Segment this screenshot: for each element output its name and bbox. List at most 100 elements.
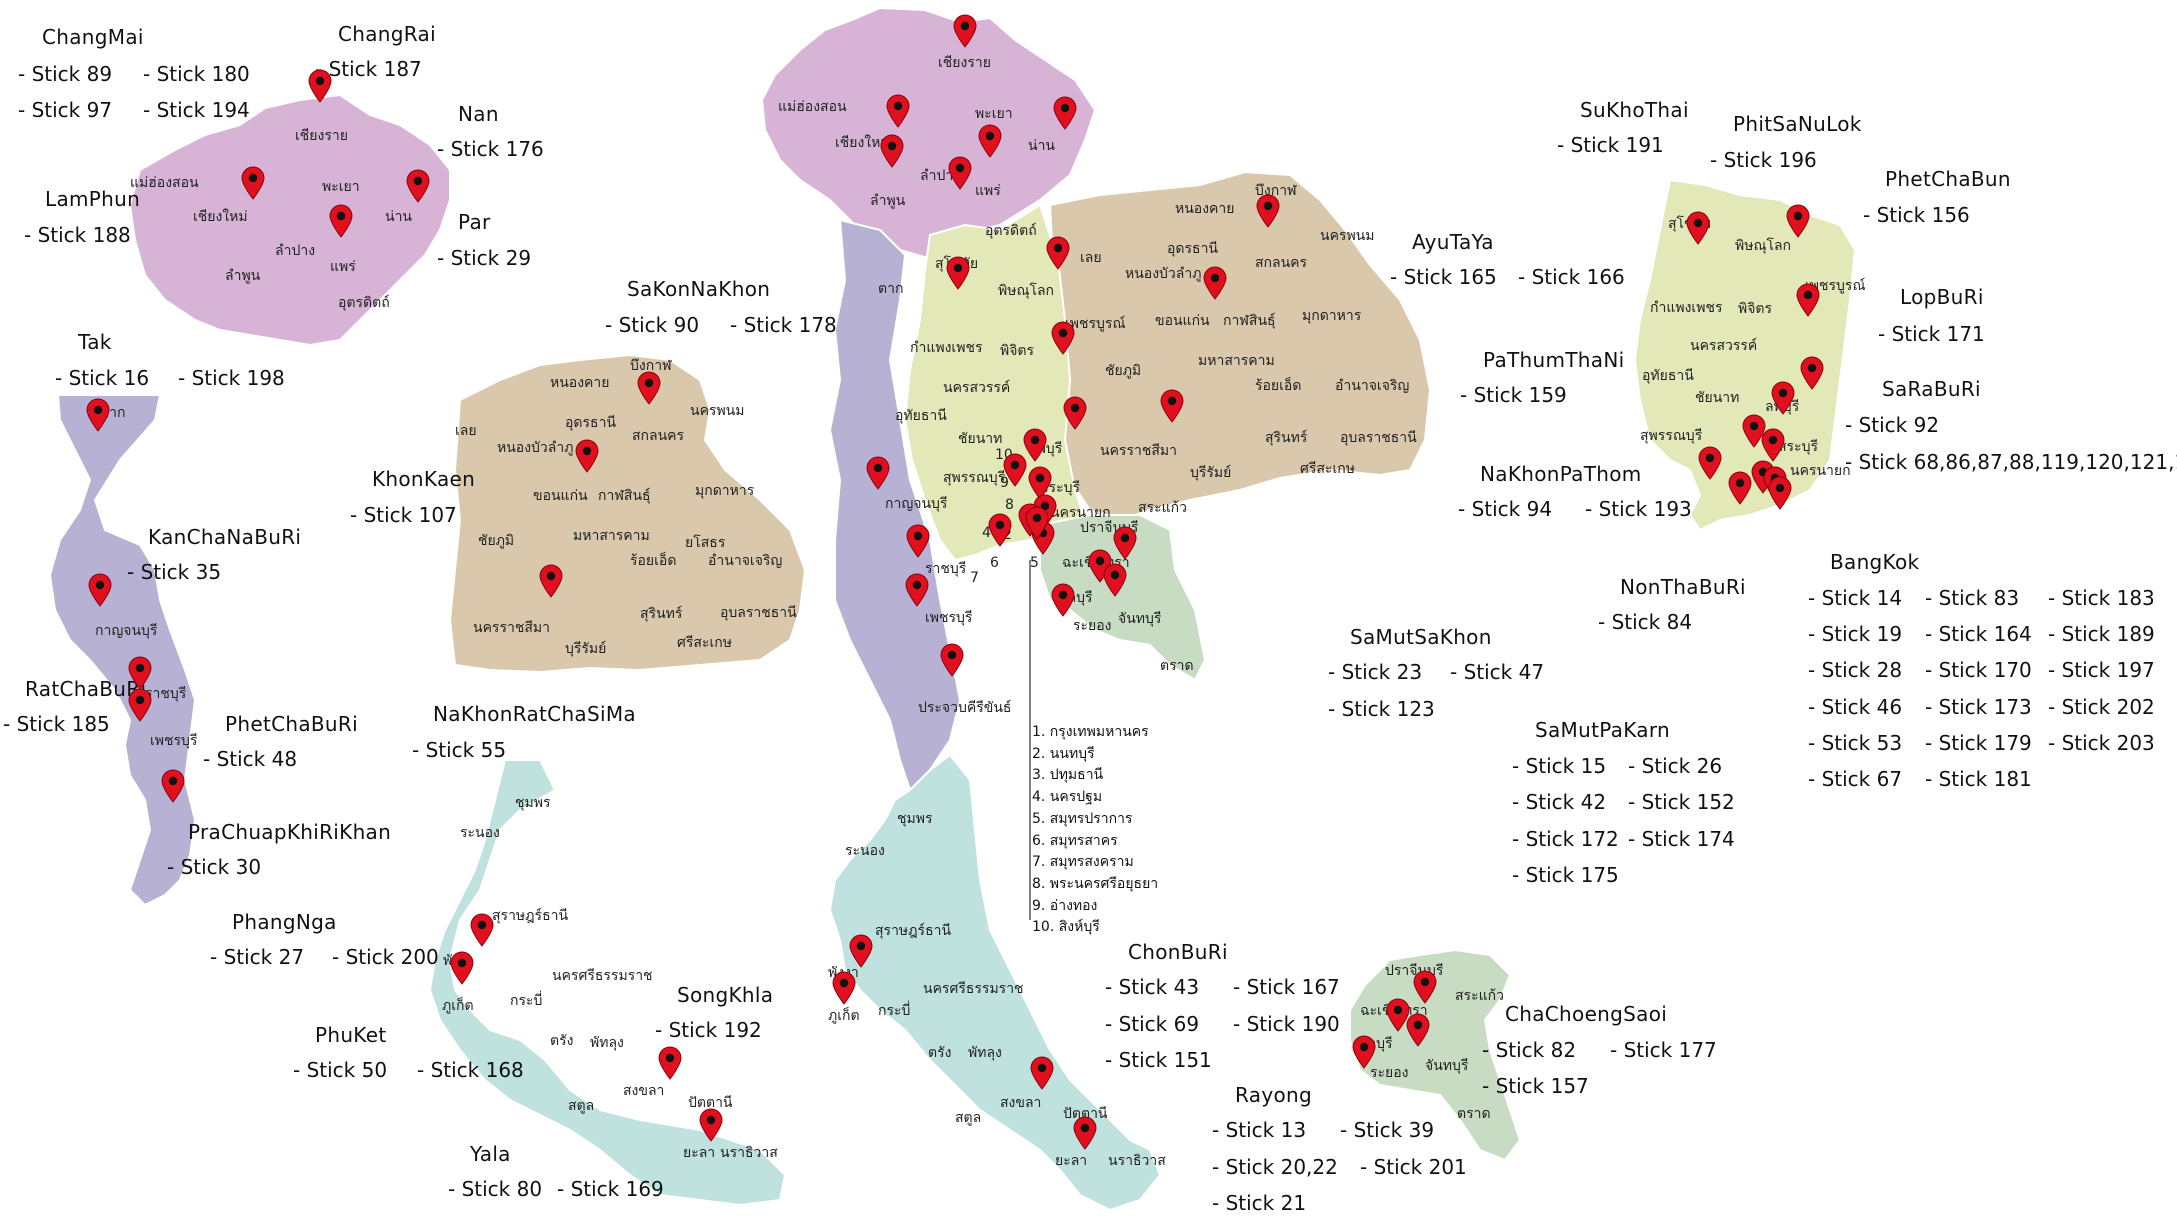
inset-label-satun: สตูล (568, 1098, 595, 1114)
inset-label-maehongson: แม่ฮ่องสอน (130, 175, 199, 191)
map-pin-icon (127, 688, 153, 722)
thai-label-ubon: อุบลราชธานี (1340, 430, 1417, 446)
stick-label: - Stick 53 (1808, 731, 1903, 755)
map-pin-icon (1685, 211, 1711, 245)
inset-central (1633, 178, 1857, 532)
legend-item: 7. สมุทรสงคราม (1032, 854, 1134, 871)
region-name-lopburi: LopBuRi (1900, 285, 1984, 309)
inset-label-sisaket: ศรีสะเกษ (677, 635, 732, 651)
thai-label-suphanburi: สุพรรณบุรี (943, 470, 1006, 486)
stick-label: - Stick 189 (2048, 622, 2155, 646)
inset-label-songkhla: สงขลา (623, 1083, 665, 1099)
stick-label: - Stick 167 (1233, 975, 1340, 999)
stick-label: - Stick 187 (315, 57, 422, 81)
region-name-saraburi: SaRaBuRi (1882, 377, 1981, 401)
thai-label-phitsanulok: พิษณุโลก (998, 283, 1055, 299)
map-pin-icon (1050, 583, 1076, 617)
map-pin-icon (127, 656, 153, 690)
thai-label-satun: สตูล (955, 1110, 982, 1126)
map-pin-icon (977, 124, 1003, 158)
thai-label-ratchaburi: ราชบุรี (925, 561, 967, 577)
thai-label-udonthani: อุดรธานี (1167, 241, 1218, 257)
region-name-nakhonratchasima: NaKhonRatChaSiMa (433, 702, 636, 726)
map-number-4: 4 (982, 525, 991, 541)
region-name-samutprakarn: SaMutPaKarn (1535, 718, 1671, 742)
thai-label-lamphun: ลำพูน (870, 193, 906, 209)
inset-label-chiangrai: เชียงราย (295, 128, 348, 144)
inset-label-phrae: แพร่ (330, 259, 356, 275)
inset-label-nakhonratchasima: นครราชสีมา (473, 620, 550, 636)
map-number-6: 6 (990, 555, 999, 571)
thai-label-uthaithani: อุทัยธานี (895, 408, 947, 424)
legend-item: 8. พระนครศรีอยุธยา (1032, 875, 1159, 892)
map-pin-icon (538, 564, 564, 598)
stick-label: - Stick 39 (1340, 1118, 1435, 1142)
legend-item: 9. อ่างทอง (1032, 897, 1098, 914)
stick-label: - Stick 185 (3, 712, 110, 736)
inset-label-nakhonsawan: นครสวรรค์ (1690, 338, 1758, 354)
inset-label-mukdahan: มุกดาหาร (695, 483, 755, 499)
inset-label-chiangmai: เชียงใหม่ (193, 209, 248, 225)
map-pin-icon (1102, 563, 1128, 597)
stick-label: - Stick 156 (1863, 203, 1970, 227)
thai-label-phuket: ภูเก็ต (828, 1008, 860, 1024)
stick-label: - Stick 92 (1845, 413, 1940, 437)
thai-label-chiangrai: เชียงราย (938, 55, 991, 71)
thai-label-maehongson: แม่ฮ่องสอน (778, 99, 847, 115)
thai-label-loei: เลย (1080, 250, 1102, 266)
inset-label-phichit: พิจิตร (1738, 301, 1773, 317)
map-pin-icon (87, 573, 113, 607)
region-name-pathumthani: PaThumThaNi (1483, 348, 1625, 372)
thai-label-nakhonnayok: นครนายก (1050, 505, 1111, 521)
thai-label-ranong: ระนอง (845, 843, 885, 859)
map-pin-icon (1727, 471, 1753, 505)
thai-label-kanchanaburi: กาญจนบุรี (885, 496, 948, 512)
inset-label-surin: สุรินทร์ (640, 606, 683, 622)
inset-label-nakhonsithammarat: นครศรีธรรมราช (552, 968, 653, 984)
stick-label: - Stick 175 (1512, 863, 1619, 887)
inset-label-phetchabun: เพชรบูรณ์ (1805, 278, 1866, 294)
stick-label: - Stick 159 (1460, 383, 1567, 407)
stick-label: - Stick 90 (605, 313, 700, 337)
map-pin-icon (987, 513, 1013, 547)
thai-label-nan: น่าน (1028, 138, 1056, 154)
map-pin-icon (1785, 204, 1811, 238)
thai-label-nakhonsithammarat: นครศรีธรรมราช (923, 981, 1024, 997)
inset-label-kanchanaburi: กาญจนบุรี (95, 623, 158, 639)
map-pin-icon (636, 371, 662, 405)
thai-label-prachuap: ประจวบคีรีขันธ์ (918, 700, 1012, 716)
stick-label: - Stick 29 (437, 246, 532, 270)
region-name-nakhonpathom: NaKhonPaThom (1480, 462, 1642, 486)
thai-label-sisaket: ศรีสะเกษ (1300, 461, 1355, 477)
map-pin-icon (952, 14, 978, 48)
map-pin-icon (1385, 998, 1411, 1032)
stick-label: - Stick 20,22 (1212, 1155, 1338, 1179)
inset-north (128, 93, 451, 347)
thai-label-uttaradit: อุตรดิตถ์ (985, 223, 1037, 239)
stick-label: - Stick 97 (18, 98, 113, 122)
region-name-prachuap: PraChuapKhiRiKhan (188, 820, 392, 844)
inset-label-suratthani: สุราษฎร์ธานี (492, 908, 569, 924)
inset-label-narathiwat: นราธิวาส (720, 1145, 778, 1161)
inset-label-chaiyaphum: ชัยภูมิ (478, 533, 515, 549)
stick-label: - Stick 192 (655, 1018, 762, 1042)
stick-label: - Stick 188 (24, 223, 131, 247)
inset-northeast (448, 353, 807, 674)
stick-label: - Stick 21 (1212, 1191, 1307, 1215)
inset-label-sakonnakhon: สกลนคร (632, 428, 685, 444)
stick-label: - Stick 179 (1925, 731, 2032, 755)
stick-label: - Stick 27 (210, 945, 305, 969)
map-pin-icon (1050, 321, 1076, 355)
inset-label-khonkaen: ขอนแก่น (533, 488, 588, 504)
thai-label-pattani: ปัตตานี (1063, 1106, 1108, 1122)
inset-label-nongkhai: หนองคาย (550, 375, 610, 391)
region-name-chachoengsao: ChaChoengSaoi (1505, 1002, 1668, 1026)
legend-item: 2. นนทบุรี (1032, 745, 1095, 762)
inset-label-amnatcharoen: อำนาจเจริญ (708, 553, 783, 569)
map-pin-icon (1741, 414, 1767, 448)
stick-label: - Stick 178 (730, 313, 837, 337)
thai-label-sakaeo: สระแก้ว (1138, 500, 1187, 516)
inset-label-roiet: ร้อยเอ็ด (630, 553, 677, 569)
legend-item: 1. กรุงเทพมหานคร (1032, 724, 1149, 740)
region-name-phangnga: PhangNga (232, 910, 337, 934)
